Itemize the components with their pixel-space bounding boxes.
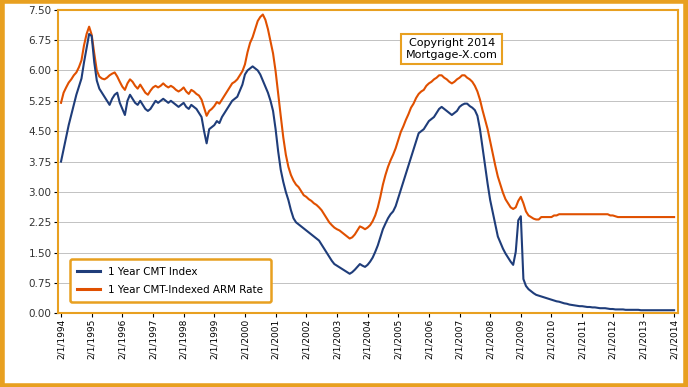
Legend: 1 Year CMT Index, 1 Year CMT-Indexed ARM Rate: 1 Year CMT Index, 1 Year CMT-Indexed ARM…	[70, 259, 270, 302]
Text: Copyright 2014
Mortgage-X.com: Copyright 2014 Mortgage-X.com	[406, 38, 497, 60]
